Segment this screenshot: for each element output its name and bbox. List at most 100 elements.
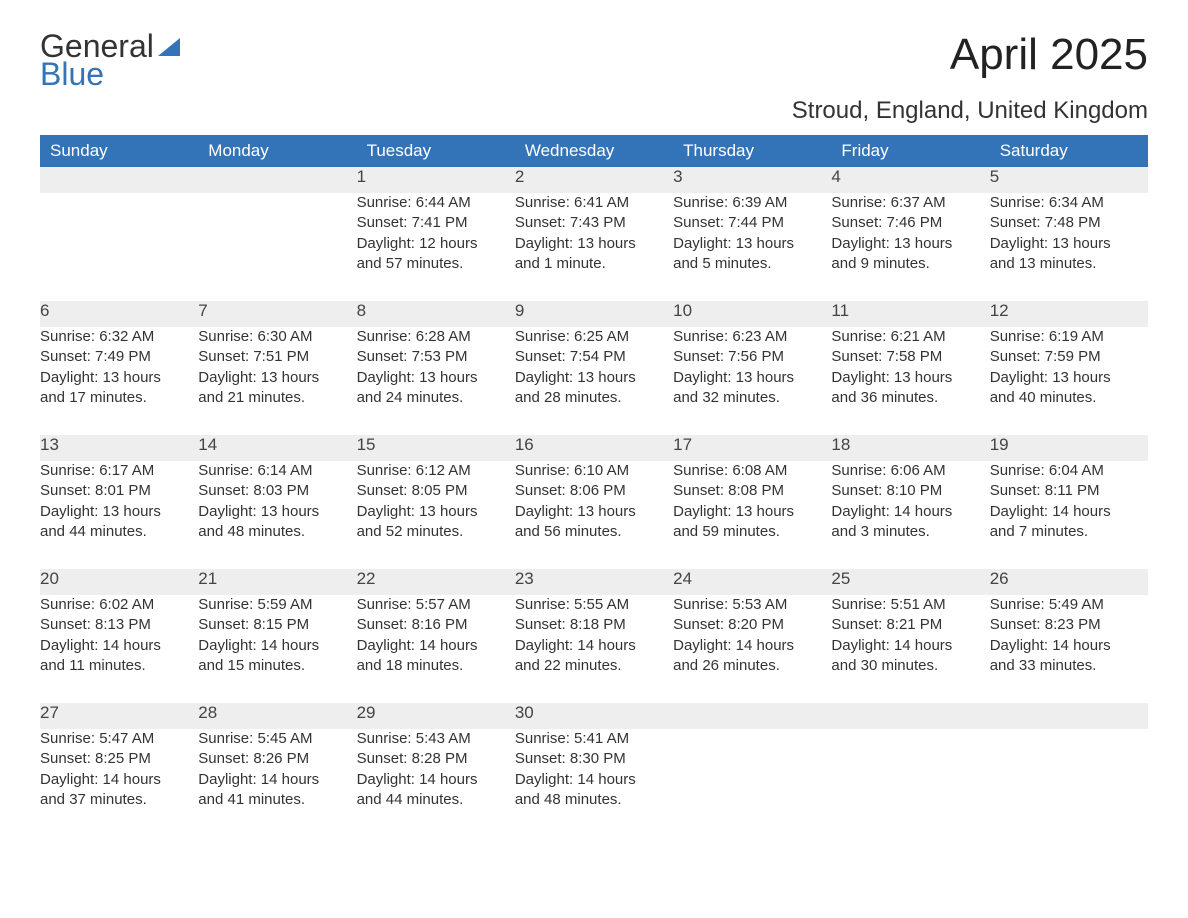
day-7-number: 7 — [198, 301, 356, 327]
sunset-text: Sunset: 8:10 PM — [831, 481, 989, 501]
sunset-text: Sunset: 8:23 PM — [990, 615, 1148, 635]
day-15-number: 15 — [357, 435, 515, 461]
day-29-details: Sunrise: 5:43 AMSunset: 8:28 PMDaylight:… — [357, 729, 515, 837]
col-wednesday: Wednesday — [515, 135, 673, 167]
sunset-text: Sunset: 7:43 PM — [515, 213, 673, 233]
day-11-details: Sunrise: 6:21 AMSunset: 7:58 PMDaylight:… — [831, 327, 989, 435]
daylight-text-1: Daylight: 14 hours — [40, 636, 198, 656]
sunset-text: Sunset: 8:11 PM — [990, 481, 1148, 501]
sunset-text: Sunset: 8:08 PM — [673, 481, 831, 501]
day-16-details: Sunrise: 6:10 AMSunset: 8:06 PMDaylight:… — [515, 461, 673, 569]
daylight-text-2: and 24 minutes. — [357, 388, 515, 408]
daylight-text-1: Daylight: 13 hours — [40, 368, 198, 388]
day-10-number: 10 — [673, 301, 831, 327]
daylight-text-2: and 5 minutes. — [673, 254, 831, 274]
logo: General Blue — [40, 30, 180, 91]
sunrise-text: Sunrise: 6:06 AM — [831, 461, 989, 481]
daylight-text-1: Daylight: 13 hours — [990, 234, 1148, 254]
daylight-text-2: and 37 minutes. — [40, 790, 198, 810]
day-3-details: Sunrise: 6:39 AMSunset: 7:44 PMDaylight:… — [673, 193, 831, 301]
day-3-number: 3 — [673, 167, 831, 193]
sunrise-text: Sunrise: 5:55 AM — [515, 595, 673, 615]
daylight-text-2: and 9 minutes. — [831, 254, 989, 274]
daylight-text-1: Daylight: 14 hours — [990, 636, 1148, 656]
week-0-daynum-row: 12345 — [40, 167, 1148, 193]
daylight-text-2: and 32 minutes. — [673, 388, 831, 408]
day-13-number: 13 — [40, 435, 198, 461]
daylight-text-2: and 22 minutes. — [515, 656, 673, 676]
day-17-details: Sunrise: 6:08 AMSunset: 8:08 PMDaylight:… — [673, 461, 831, 569]
daylight-text-2: and 1 minute. — [515, 254, 673, 274]
day-8-details: Sunrise: 6:28 AMSunset: 7:53 PMDaylight:… — [357, 327, 515, 435]
daylight-text-1: Daylight: 13 hours — [515, 234, 673, 254]
sunrise-text: Sunrise: 6:04 AM — [990, 461, 1148, 481]
daylight-text-1: Daylight: 13 hours — [990, 368, 1148, 388]
empty-cell — [831, 729, 989, 837]
sunrise-text: Sunrise: 5:43 AM — [357, 729, 515, 749]
day-13-details: Sunrise: 6:17 AMSunset: 8:01 PMDaylight:… — [40, 461, 198, 569]
sunset-text: Sunset: 8:21 PM — [831, 615, 989, 635]
daylight-text-1: Daylight: 13 hours — [40, 502, 198, 522]
daylight-text-1: Daylight: 13 hours — [673, 502, 831, 522]
sunrise-text: Sunrise: 6:23 AM — [673, 327, 831, 347]
sunset-text: Sunset: 8:16 PM — [357, 615, 515, 635]
day-4-details: Sunrise: 6:37 AMSunset: 7:46 PMDaylight:… — [831, 193, 989, 301]
day-26-details: Sunrise: 5:49 AMSunset: 8:23 PMDaylight:… — [990, 595, 1148, 703]
daylight-text-2: and 26 minutes. — [673, 656, 831, 676]
day-6-number: 6 — [40, 301, 198, 327]
sunset-text: Sunset: 7:54 PM — [515, 347, 673, 367]
day-22-number: 22 — [357, 569, 515, 595]
sunrise-text: Sunrise: 6:25 AM — [515, 327, 673, 347]
day-7-details: Sunrise: 6:30 AMSunset: 7:51 PMDaylight:… — [198, 327, 356, 435]
day-21-details: Sunrise: 5:59 AMSunset: 8:15 PMDaylight:… — [198, 595, 356, 703]
day-16-number: 16 — [515, 435, 673, 461]
empty-cell — [198, 193, 356, 301]
day-18-number: 18 — [831, 435, 989, 461]
day-10-details: Sunrise: 6:23 AMSunset: 7:56 PMDaylight:… — [673, 327, 831, 435]
day-8-number: 8 — [357, 301, 515, 327]
week-2-detail-row: Sunrise: 6:17 AMSunset: 8:01 PMDaylight:… — [40, 461, 1148, 569]
sunrise-text: Sunrise: 6:14 AM — [198, 461, 356, 481]
daylight-text-2: and 41 minutes. — [198, 790, 356, 810]
daylight-text-1: Daylight: 14 hours — [990, 502, 1148, 522]
sunset-text: Sunset: 8:05 PM — [357, 481, 515, 501]
day-5-number: 5 — [990, 167, 1148, 193]
sunset-text: Sunset: 8:28 PM — [357, 749, 515, 769]
day-17-number: 17 — [673, 435, 831, 461]
day-27-details: Sunrise: 5:47 AMSunset: 8:25 PMDaylight:… — [40, 729, 198, 837]
daylight-text-1: Daylight: 13 hours — [831, 368, 989, 388]
daylight-text-1: Daylight: 14 hours — [40, 770, 198, 790]
week-1-daynum-row: 6789101112 — [40, 301, 1148, 327]
sunrise-text: Sunrise: 5:45 AM — [198, 729, 356, 749]
sunrise-text: Sunrise: 6:37 AM — [831, 193, 989, 213]
sunrise-text: Sunrise: 6:34 AM — [990, 193, 1148, 213]
daylight-text-2: and 18 minutes. — [357, 656, 515, 676]
daylight-text-2: and 59 minutes. — [673, 522, 831, 542]
sunset-text: Sunset: 7:53 PM — [357, 347, 515, 367]
sunset-text: Sunset: 7:51 PM — [198, 347, 356, 367]
sunset-text: Sunset: 8:25 PM — [40, 749, 198, 769]
location-subtitle: Stroud, England, United Kingdom — [40, 97, 1148, 125]
day-4-number: 4 — [831, 167, 989, 193]
sunrise-text: Sunrise: 6:02 AM — [40, 595, 198, 615]
daylight-text-1: Daylight: 14 hours — [515, 636, 673, 656]
sunset-text: Sunset: 8:01 PM — [40, 481, 198, 501]
daylight-text-2: and 28 minutes. — [515, 388, 673, 408]
sunrise-text: Sunrise: 6:32 AM — [40, 327, 198, 347]
day-26-number: 26 — [990, 569, 1148, 595]
sunrise-text: Sunrise: 5:57 AM — [357, 595, 515, 615]
empty-cell — [990, 729, 1148, 837]
col-saturday: Saturday — [990, 135, 1148, 167]
daylight-text-2: and 33 minutes. — [990, 656, 1148, 676]
empty-cell — [831, 703, 989, 729]
week-4-detail-row: Sunrise: 5:47 AMSunset: 8:25 PMDaylight:… — [40, 729, 1148, 837]
page-title: April 2025 — [950, 30, 1148, 80]
daylight-text-2: and 21 minutes. — [198, 388, 356, 408]
daylight-text-1: Daylight: 13 hours — [357, 368, 515, 388]
day-2-number: 2 — [515, 167, 673, 193]
day-28-number: 28 — [198, 703, 356, 729]
sunrise-text: Sunrise: 5:49 AM — [990, 595, 1148, 615]
sunrise-text: Sunrise: 6:12 AM — [357, 461, 515, 481]
empty-cell — [990, 703, 1148, 729]
empty-cell — [40, 167, 198, 193]
